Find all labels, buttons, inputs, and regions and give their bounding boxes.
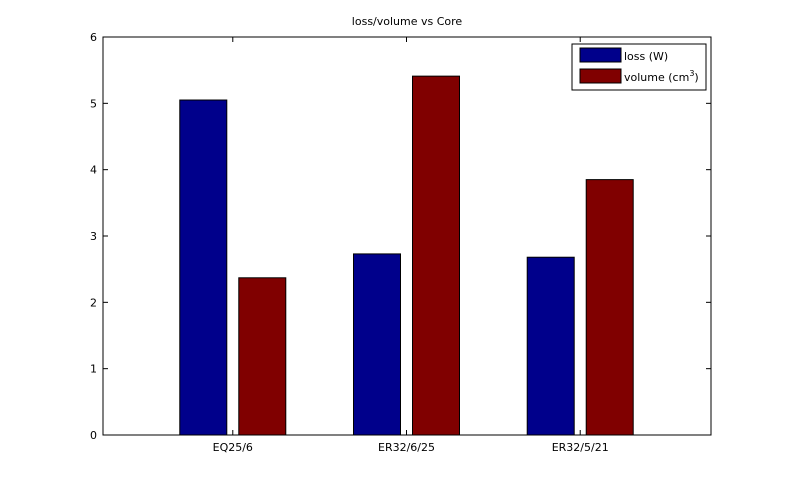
x-tick-label: ER32/6/25 xyxy=(378,441,435,454)
bar-series-group xyxy=(179,75,634,436)
chart-title: loss/volume vs Core xyxy=(352,15,463,28)
x-axis: EQ25/6 ER32/6/25 ER32/5/21 xyxy=(213,37,609,454)
x-tick-label: EQ25/6 xyxy=(213,441,253,454)
legend-swatch-loss xyxy=(579,47,622,63)
y-tick-label: 2 xyxy=(90,296,97,309)
legend-label-loss: loss (W) xyxy=(624,50,668,63)
legend-label-volume: volume (cm3) xyxy=(624,69,699,84)
bar-volume xyxy=(238,277,287,436)
y-axis: 0 1 2 3 4 5 6 xyxy=(90,31,711,442)
y-tick-label: 6 xyxy=(90,31,97,44)
y-tick-label: 4 xyxy=(90,164,97,177)
y-tick-label: 1 xyxy=(90,363,97,376)
x-tick-label: ER32/5/21 xyxy=(552,441,609,454)
y-tick-label: 5 xyxy=(90,97,97,110)
y-tick-label: 3 xyxy=(90,230,97,243)
legend-swatch-volume xyxy=(579,68,622,84)
legend: loss (W) volume (cm3) xyxy=(571,43,707,91)
bar-volume xyxy=(585,179,634,436)
bar-loss xyxy=(179,99,228,436)
bar-loss xyxy=(353,253,401,436)
bar-loss xyxy=(526,256,575,436)
bar-volume xyxy=(412,75,460,436)
y-tick-label: 0 xyxy=(90,429,97,442)
